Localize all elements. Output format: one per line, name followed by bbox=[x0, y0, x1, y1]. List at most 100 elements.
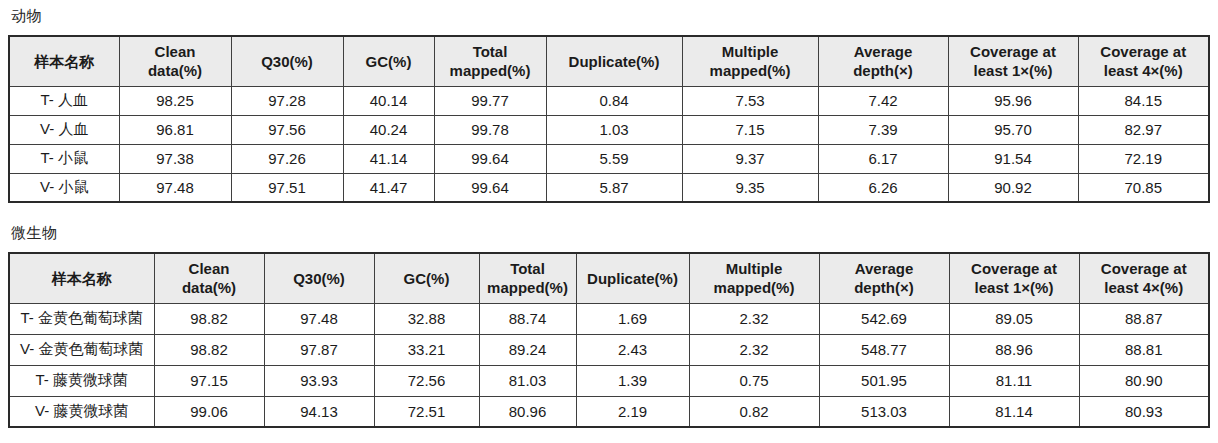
value-cell: 91.54 bbox=[948, 144, 1078, 173]
column-header: Clean data(%) bbox=[154, 253, 264, 303]
value-cell: 82.97 bbox=[1078, 115, 1209, 144]
value-cell: 97.38 bbox=[119, 144, 231, 173]
value-cell: 98.82 bbox=[154, 303, 264, 334]
microbes-table-title: 微生物 bbox=[11, 222, 1218, 252]
animals-table-title: 动物 bbox=[11, 5, 1218, 35]
value-cell: 1.69 bbox=[576, 303, 689, 334]
value-cell: 40.24 bbox=[343, 115, 434, 144]
value-cell: 41.14 bbox=[343, 144, 434, 173]
column-header: Duplicate(%) bbox=[546, 36, 682, 86]
value-cell: 548.77 bbox=[819, 334, 949, 365]
value-cell: 5.87 bbox=[546, 173, 682, 202]
value-cell: 97.87 bbox=[264, 334, 374, 365]
value-cell: 93.93 bbox=[264, 365, 374, 396]
value-cell: 97.51 bbox=[231, 173, 343, 202]
microbes-table-header: 样本名称Clean data(%)Q30(%)GC(%)Total mapped… bbox=[9, 253, 1209, 303]
value-cell: 88.96 bbox=[949, 334, 1079, 365]
value-cell: 97.28 bbox=[231, 86, 343, 115]
column-header: Coverage at least 1×(%) bbox=[949, 253, 1079, 303]
value-cell: 0.84 bbox=[546, 86, 682, 115]
value-cell: 7.39 bbox=[818, 115, 948, 144]
table-row: V- 小鼠97.4897.5141.4799.645.879.356.2690.… bbox=[9, 173, 1209, 202]
value-cell: 89.05 bbox=[949, 303, 1079, 334]
sample-name-cell: V- 金黄色葡萄球菌 bbox=[9, 334, 154, 365]
value-cell: 88.81 bbox=[1079, 334, 1209, 365]
value-cell: 5.59 bbox=[546, 144, 682, 173]
column-header: Clean data(%) bbox=[119, 36, 231, 86]
value-cell: 501.95 bbox=[819, 365, 949, 396]
value-cell: 7.53 bbox=[682, 86, 818, 115]
value-cell: 6.26 bbox=[818, 173, 948, 202]
value-cell: 96.81 bbox=[119, 115, 231, 144]
value-cell: 2.43 bbox=[576, 334, 689, 365]
value-cell: 89.24 bbox=[479, 334, 576, 365]
value-cell: 9.37 bbox=[682, 144, 818, 173]
column-header: Coverage at least 4×(%) bbox=[1078, 36, 1209, 86]
value-cell: 97.56 bbox=[231, 115, 343, 144]
animals-section: 动物 样本名称Clean data(%)Q30(%)GC(%)Total map… bbox=[8, 5, 1218, 203]
column-header: Total mapped(%) bbox=[434, 36, 546, 86]
sample-name-cell: V- 人血 bbox=[9, 115, 119, 144]
animals-qc-table: 样本名称Clean data(%)Q30(%)GC(%)Total mapped… bbox=[8, 35, 1210, 203]
value-cell: 2.32 bbox=[689, 334, 819, 365]
value-cell: 80.96 bbox=[479, 396, 576, 427]
column-header: GC(%) bbox=[343, 36, 434, 86]
microbes-section: 微生物 样本名称Clean data(%)Q30(%)GC(%)Total ma… bbox=[8, 222, 1218, 428]
table-row: V- 金黄色葡萄球菌98.8297.8733.2189.242.432.3254… bbox=[9, 334, 1209, 365]
sample-name-cell: T- 人血 bbox=[9, 86, 119, 115]
sample-name-cell: T- 小鼠 bbox=[9, 144, 119, 173]
microbes-qc-table: 样本名称Clean data(%)Q30(%)GC(%)Total mapped… bbox=[8, 252, 1210, 428]
value-cell: 32.88 bbox=[374, 303, 479, 334]
microbes-table-body: T- 金黄色葡萄球菌98.8297.4832.8888.741.692.3254… bbox=[9, 303, 1209, 427]
value-cell: 41.47 bbox=[343, 173, 434, 202]
column-header: Duplicate(%) bbox=[576, 253, 689, 303]
value-cell: 98.82 bbox=[154, 334, 264, 365]
value-cell: 0.75 bbox=[689, 365, 819, 396]
column-header: Coverage at least 4×(%) bbox=[1079, 253, 1209, 303]
value-cell: 81.03 bbox=[479, 365, 576, 396]
value-cell: 33.21 bbox=[374, 334, 479, 365]
value-cell: 99.77 bbox=[434, 86, 546, 115]
sample-name-cell: T- 藤黄微球菌 bbox=[9, 365, 154, 396]
value-cell: 97.48 bbox=[264, 303, 374, 334]
value-cell: 95.70 bbox=[948, 115, 1078, 144]
value-cell: 72.19 bbox=[1078, 144, 1209, 173]
value-cell: 2.32 bbox=[689, 303, 819, 334]
value-cell: 90.92 bbox=[948, 173, 1078, 202]
value-cell: 513.03 bbox=[819, 396, 949, 427]
value-cell: 6.17 bbox=[818, 144, 948, 173]
value-cell: 72.51 bbox=[374, 396, 479, 427]
value-cell: 99.64 bbox=[434, 173, 546, 202]
value-cell: 99.06 bbox=[154, 396, 264, 427]
column-header: Multiple mapped(%) bbox=[689, 253, 819, 303]
value-cell: 7.15 bbox=[682, 115, 818, 144]
value-cell: 81.11 bbox=[949, 365, 1079, 396]
value-cell: 95.96 bbox=[948, 86, 1078, 115]
value-cell: 9.35 bbox=[682, 173, 818, 202]
column-header: Q30(%) bbox=[264, 253, 374, 303]
table-row: T- 藤黄微球菌97.1593.9372.5681.031.390.75501.… bbox=[9, 365, 1209, 396]
column-header: Q30(%) bbox=[231, 36, 343, 86]
value-cell: 80.90 bbox=[1079, 365, 1209, 396]
table-row: T- 金黄色葡萄球菌98.8297.4832.8888.741.692.3254… bbox=[9, 303, 1209, 334]
value-cell: 542.69 bbox=[819, 303, 949, 334]
column-header: Multiple mapped(%) bbox=[682, 36, 818, 86]
value-cell: 81.14 bbox=[949, 396, 1079, 427]
value-cell: 7.42 bbox=[818, 86, 948, 115]
value-cell: 94.13 bbox=[264, 396, 374, 427]
column-header: Total mapped(%) bbox=[479, 253, 576, 303]
table-row: V- 藤黄微球菌99.0694.1372.5180.962.190.82513.… bbox=[9, 396, 1209, 427]
value-cell: 84.15 bbox=[1078, 86, 1209, 115]
sample-name-cell: V- 小鼠 bbox=[9, 173, 119, 202]
value-cell: 97.15 bbox=[154, 365, 264, 396]
sample-name-cell: T- 金黄色葡萄球菌 bbox=[9, 303, 154, 334]
header-row: 样本名称Clean data(%)Q30(%)GC(%)Total mapped… bbox=[9, 36, 1209, 86]
value-cell: 97.26 bbox=[231, 144, 343, 173]
column-header: Coverage at least 1×(%) bbox=[948, 36, 1078, 86]
value-cell: 72.56 bbox=[374, 365, 479, 396]
sample-name-column-header: 样本名称 bbox=[9, 253, 154, 303]
value-cell: 1.39 bbox=[576, 365, 689, 396]
value-cell: 1.03 bbox=[546, 115, 682, 144]
value-cell: 99.64 bbox=[434, 144, 546, 173]
value-cell: 88.87 bbox=[1079, 303, 1209, 334]
